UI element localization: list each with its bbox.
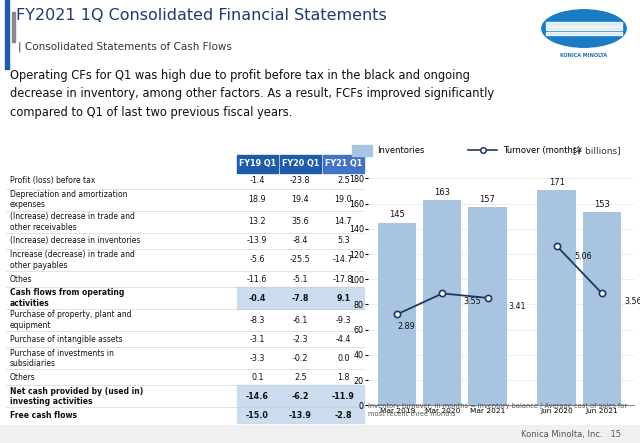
FancyBboxPatch shape — [237, 155, 278, 173]
Text: -6.1: -6.1 — [292, 316, 308, 325]
Text: -7.8: -7.8 — [292, 294, 309, 303]
FancyBboxPatch shape — [237, 287, 364, 309]
Text: -0.4: -0.4 — [248, 294, 266, 303]
Text: 9.1: 9.1 — [336, 294, 350, 303]
Text: 2.5: 2.5 — [294, 373, 307, 382]
Text: 0.0: 0.0 — [337, 354, 349, 363]
Text: (Increase) decrease in inventories: (Increase) decrease in inventories — [10, 237, 140, 245]
Text: -15.0: -15.0 — [246, 411, 269, 420]
Text: Operating CFs for Q1 was high due to profit before tax in the black and ongoing
: Operating CFs for Q1 was high due to pro… — [10, 69, 493, 119]
Bar — [547, 27, 621, 30]
Text: Free cash flows: Free cash flows — [10, 411, 77, 420]
Text: -9.3: -9.3 — [335, 316, 351, 325]
FancyBboxPatch shape — [323, 155, 364, 173]
FancyBboxPatch shape — [237, 408, 364, 424]
FancyBboxPatch shape — [237, 385, 364, 408]
Text: Profit (loss) before tax: Profit (loss) before tax — [10, 176, 95, 185]
Text: -6.2: -6.2 — [292, 392, 309, 401]
Text: 0.1: 0.1 — [251, 373, 264, 382]
Text: -25.5: -25.5 — [290, 256, 310, 264]
Text: Turnover (months): Turnover (months) — [502, 146, 580, 155]
Text: Othes: Othes — [10, 275, 33, 284]
Text: -8.3: -8.3 — [250, 316, 265, 325]
Text: -11.6: -11.6 — [247, 275, 268, 284]
Text: -0.2: -0.2 — [292, 354, 308, 363]
Text: (Increase) decrease in trade and
other receivables: (Increase) decrease in trade and other r… — [10, 212, 135, 232]
Text: -5.6: -5.6 — [250, 256, 265, 264]
Text: 153: 153 — [594, 200, 610, 209]
Text: Increase (decrease) in trade and
other payables: Increase (decrease) in trade and other p… — [10, 250, 135, 270]
Text: 3.56: 3.56 — [625, 297, 640, 306]
Text: 145: 145 — [389, 210, 405, 219]
Text: FY2021 1Q Consolidated Financial Statements: FY2021 1Q Consolidated Financial Stateme… — [16, 8, 387, 23]
Text: 3.41: 3.41 — [509, 302, 526, 311]
Text: -13.9: -13.9 — [289, 411, 312, 420]
Text: 2.89: 2.89 — [397, 322, 415, 331]
Bar — [547, 23, 621, 26]
Bar — [351, 145, 372, 156]
Text: 13.2: 13.2 — [248, 218, 266, 226]
Bar — [12, 12, 15, 43]
FancyBboxPatch shape — [280, 155, 321, 173]
Text: Inventories: Inventories — [378, 146, 425, 155]
Text: 19.4: 19.4 — [291, 195, 309, 204]
Bar — [468, 207, 507, 405]
Text: -2.8: -2.8 — [335, 411, 352, 420]
Bar — [378, 222, 417, 405]
Text: -14.7: -14.7 — [333, 256, 353, 264]
Text: -1.4: -1.4 — [250, 176, 265, 185]
Text: Cash flows from operating
activities: Cash flows from operating activities — [10, 288, 124, 308]
Text: -8.4: -8.4 — [292, 237, 308, 245]
Text: -3.1: -3.1 — [250, 335, 265, 344]
Text: -23.8: -23.8 — [290, 176, 310, 185]
Text: 19.0: 19.0 — [335, 195, 352, 204]
Text: -5.1: -5.1 — [292, 275, 308, 284]
Text: FY21 Q1: FY21 Q1 — [324, 159, 362, 168]
Text: Konica Minolta, Inc.   15: Konica Minolta, Inc. 15 — [521, 430, 621, 439]
Text: -3.3: -3.3 — [250, 354, 265, 363]
Text: | Consolidated Statements of Cash Flows: | Consolidated Statements of Cash Flows — [18, 41, 232, 52]
Text: 18.9: 18.9 — [248, 195, 266, 204]
Text: KONICA MINOLTA: KONICA MINOLTA — [561, 53, 607, 58]
Text: [¥ billions]: [¥ billions] — [573, 146, 621, 155]
Bar — [547, 32, 621, 35]
Text: Purchase of investments in
subsidiaries: Purchase of investments in subsidiaries — [10, 349, 114, 368]
Text: Net cash provided by (used in)
investing activities: Net cash provided by (used in) investing… — [10, 387, 143, 406]
Text: 3.55: 3.55 — [463, 297, 481, 306]
Text: 2.5: 2.5 — [337, 176, 349, 185]
Text: -2.3: -2.3 — [292, 335, 308, 344]
Text: 157: 157 — [479, 195, 495, 204]
Text: -11.9: -11.9 — [332, 392, 355, 401]
Text: 171: 171 — [548, 178, 564, 187]
Text: Purchase of property, plant and
equipment: Purchase of property, plant and equipmen… — [10, 311, 131, 330]
Text: 14.7: 14.7 — [335, 218, 352, 226]
Text: Purchase of intangible assets: Purchase of intangible assets — [10, 335, 123, 344]
Bar — [5, 0, 9, 69]
Bar — [582, 213, 621, 405]
Text: 1.8: 1.8 — [337, 373, 349, 382]
Text: -14.6: -14.6 — [246, 392, 269, 401]
Bar — [538, 190, 576, 405]
Text: FY20 Q1: FY20 Q1 — [282, 159, 319, 168]
Ellipse shape — [542, 10, 626, 47]
Text: Inventory turnover, in months = Inventory balance / Average cost of sales for
mo: Inventory turnover, in months = Inventor… — [368, 403, 627, 417]
Text: FY19 Q1: FY19 Q1 — [239, 159, 276, 168]
Text: Others: Others — [10, 373, 36, 382]
Text: -17.8: -17.8 — [333, 275, 353, 284]
Text: 35.6: 35.6 — [291, 218, 309, 226]
Text: 5.3: 5.3 — [337, 237, 349, 245]
Bar — [423, 200, 461, 405]
Text: -13.9: -13.9 — [247, 237, 268, 245]
Text: -4.4: -4.4 — [335, 335, 351, 344]
Text: 163: 163 — [435, 188, 451, 197]
Text: Depreciation and amortization
expenses: Depreciation and amortization expenses — [10, 190, 127, 210]
Text: 5.06: 5.06 — [574, 252, 592, 261]
